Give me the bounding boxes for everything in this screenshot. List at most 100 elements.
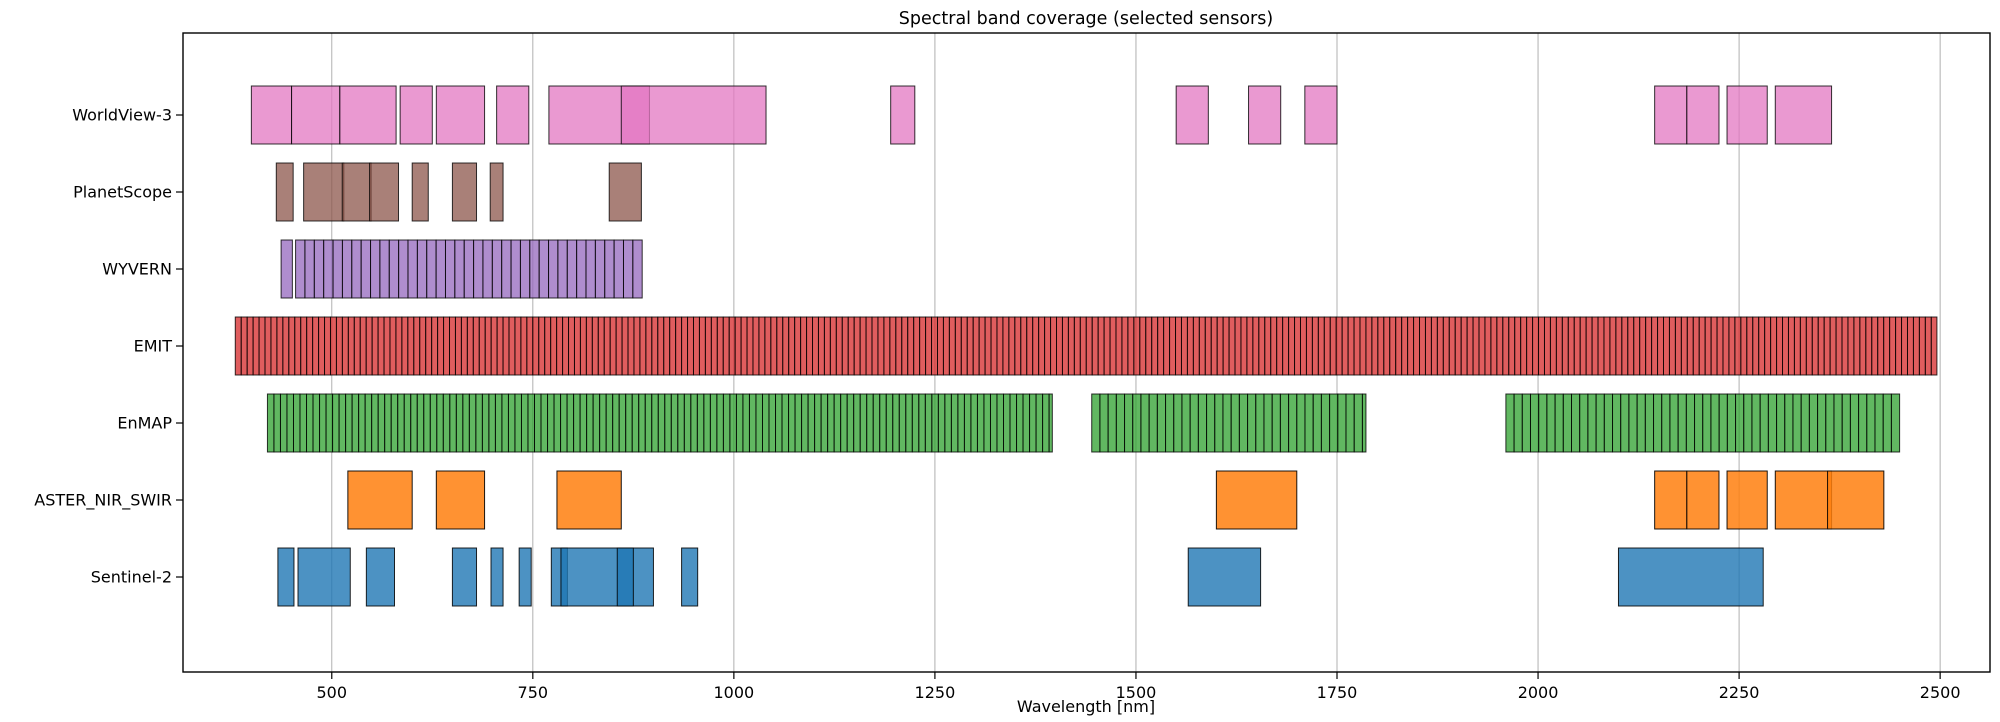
x-axis-ticks: 500 750 1000 1250 1500 1750 2000 2250 2500: [317, 672, 1961, 702]
band-rect: [431, 316, 439, 376]
band-rect: [1853, 316, 1861, 376]
band-rect: [410, 393, 418, 453]
band-rect: [1099, 393, 1109, 453]
band-rect: [1317, 316, 1325, 376]
band-rect: [1042, 393, 1050, 453]
band-rect: [764, 316, 772, 376]
band-rect: [1320, 393, 1331, 453]
band-rect: [957, 393, 965, 453]
band-rect: [1799, 316, 1807, 376]
band-rect: [1234, 316, 1242, 376]
band-rect: [1156, 393, 1167, 453]
band-rect: [1591, 316, 1599, 376]
band-rect: [1436, 316, 1444, 376]
band-rect: [1758, 316, 1766, 376]
band-rect: [913, 316, 921, 376]
band-rect: [444, 239, 456, 299]
band-rect: [1173, 393, 1183, 453]
band-rect: [1726, 470, 1768, 530]
band-rect: [264, 316, 272, 376]
band-rect: [303, 162, 345, 222]
sensor-row-emit: [234, 316, 1938, 376]
band-rect: [1407, 316, 1415, 376]
band-rect: [1186, 316, 1194, 376]
band-rect: [1704, 316, 1712, 376]
band-rect: [742, 393, 750, 453]
band-rect: [1520, 316, 1528, 376]
band-rect: [675, 316, 683, 376]
band-rect: [889, 316, 897, 376]
band-rect: [501, 239, 512, 299]
band-rect: [489, 162, 504, 222]
x-tick-label: 1500: [1116, 683, 1157, 702]
band-rect: [683, 393, 692, 453]
band-rect: [275, 162, 294, 222]
band-rect: [970, 393, 978, 453]
band-rect: [1204, 316, 1212, 376]
band-rect: [1139, 316, 1147, 376]
band-rect: [1478, 316, 1486, 376]
band-rect: [681, 547, 699, 607]
band-rect: [436, 393, 444, 453]
band-rect: [859, 393, 868, 453]
band-rect: [709, 393, 718, 453]
band-rect: [1133, 316, 1141, 376]
band-rect: [1228, 316, 1236, 376]
band-rect: [490, 316, 498, 376]
band-rect: [347, 470, 413, 530]
band-rect: [1579, 393, 1589, 453]
band-rect: [872, 393, 881, 453]
band-rect: [1175, 85, 1209, 145]
band-rect: [603, 316, 611, 376]
band-rect: [358, 393, 366, 453]
band-rect: [1222, 393, 1232, 453]
band-rect: [1808, 393, 1819, 453]
band-rect: [1663, 316, 1670, 376]
band-rect: [370, 239, 381, 299]
band-rect: [332, 393, 340, 453]
band-rect: [621, 316, 629, 376]
band-rect: [1718, 393, 1728, 453]
y-tick-label: WYVERN: [102, 260, 172, 279]
band-rect: [460, 316, 468, 376]
band-rect: [1124, 393, 1134, 453]
band-rect: [292, 393, 301, 453]
band-rect: [1924, 316, 1932, 376]
band-rect: [996, 393, 1005, 453]
band-rect: [1165, 393, 1175, 453]
band-rect: [1214, 393, 1224, 453]
band-rect: [722, 316, 730, 376]
band-rect: [625, 393, 633, 453]
band-rect: [1345, 393, 1355, 453]
band-rect: [770, 316, 778, 376]
band-rect: [1198, 316, 1206, 376]
band-rect: [1103, 316, 1111, 376]
band-rect: [1633, 316, 1641, 376]
band-rect: [829, 316, 837, 376]
band-rect: [1918, 316, 1926, 376]
band-rect: [1686, 470, 1720, 530]
band-rect: [1337, 393, 1347, 453]
band-rect: [403, 393, 412, 453]
band-rect: [1571, 393, 1581, 453]
band-rect: [1636, 393, 1646, 453]
band-rect: [735, 393, 744, 453]
sensor-row-enmap: [266, 393, 1901, 453]
band-rect: [734, 316, 742, 376]
band-rect: [466, 316, 474, 376]
band-rect: [341, 162, 372, 222]
band-rect: [608, 162, 642, 222]
band-rect: [299, 393, 308, 453]
band-rect: [748, 393, 757, 453]
band-rect: [1215, 470, 1298, 530]
band-rect: [942, 316, 950, 376]
band-rect: [494, 393, 503, 453]
band-rect: [550, 316, 558, 376]
band-rect: [597, 316, 605, 376]
band-rect: [475, 393, 483, 453]
band-rect: [1505, 393, 1515, 453]
band-rect: [1472, 316, 1480, 376]
band-rect: [807, 393, 816, 453]
band-rect: [1097, 316, 1105, 376]
x-tick-label: 1750: [1317, 683, 1358, 702]
